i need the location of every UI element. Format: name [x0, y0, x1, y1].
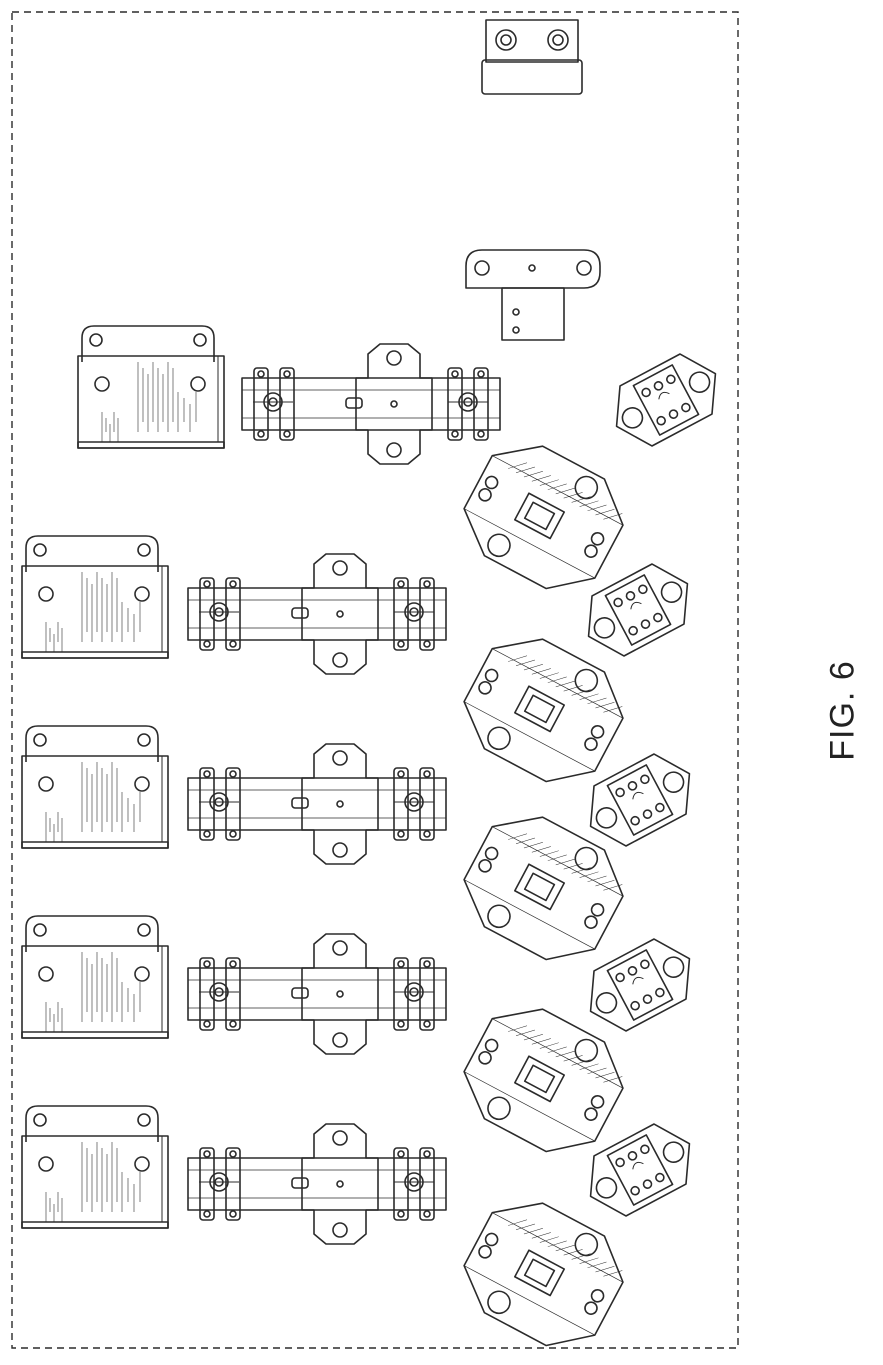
- row-3-clip: [575, 744, 706, 857]
- figure-label-text: FIG. 6: [824, 660, 863, 760]
- row-1-rail: [242, 344, 500, 464]
- top-block: [482, 20, 582, 94]
- row-4-bracket: [22, 916, 168, 1038]
- row-2-bracket: [22, 536, 168, 658]
- row-1-clip: [601, 344, 732, 457]
- row-3-bracket: [22, 726, 168, 848]
- dashed-border: [12, 12, 738, 1348]
- row-2-clip: [573, 554, 704, 667]
- row-4-rail: [188, 934, 446, 1054]
- row-1-bracket: [78, 326, 224, 448]
- row-4-clamp: [449, 990, 638, 1169]
- row-3-rail: [188, 744, 446, 864]
- row-5-bracket: [22, 1106, 168, 1228]
- t-block: [466, 250, 600, 340]
- row-1-clamp: [449, 427, 638, 606]
- row-5-rail: [188, 1124, 446, 1244]
- row-5-clip: [575, 1114, 706, 1227]
- row-4-clip: [575, 929, 706, 1042]
- row-2-rail: [188, 554, 446, 674]
- row-3-clamp: [449, 798, 638, 977]
- row-5-clamp: [449, 1184, 638, 1360]
- figure-label: FIG. 6: [808, 640, 878, 780]
